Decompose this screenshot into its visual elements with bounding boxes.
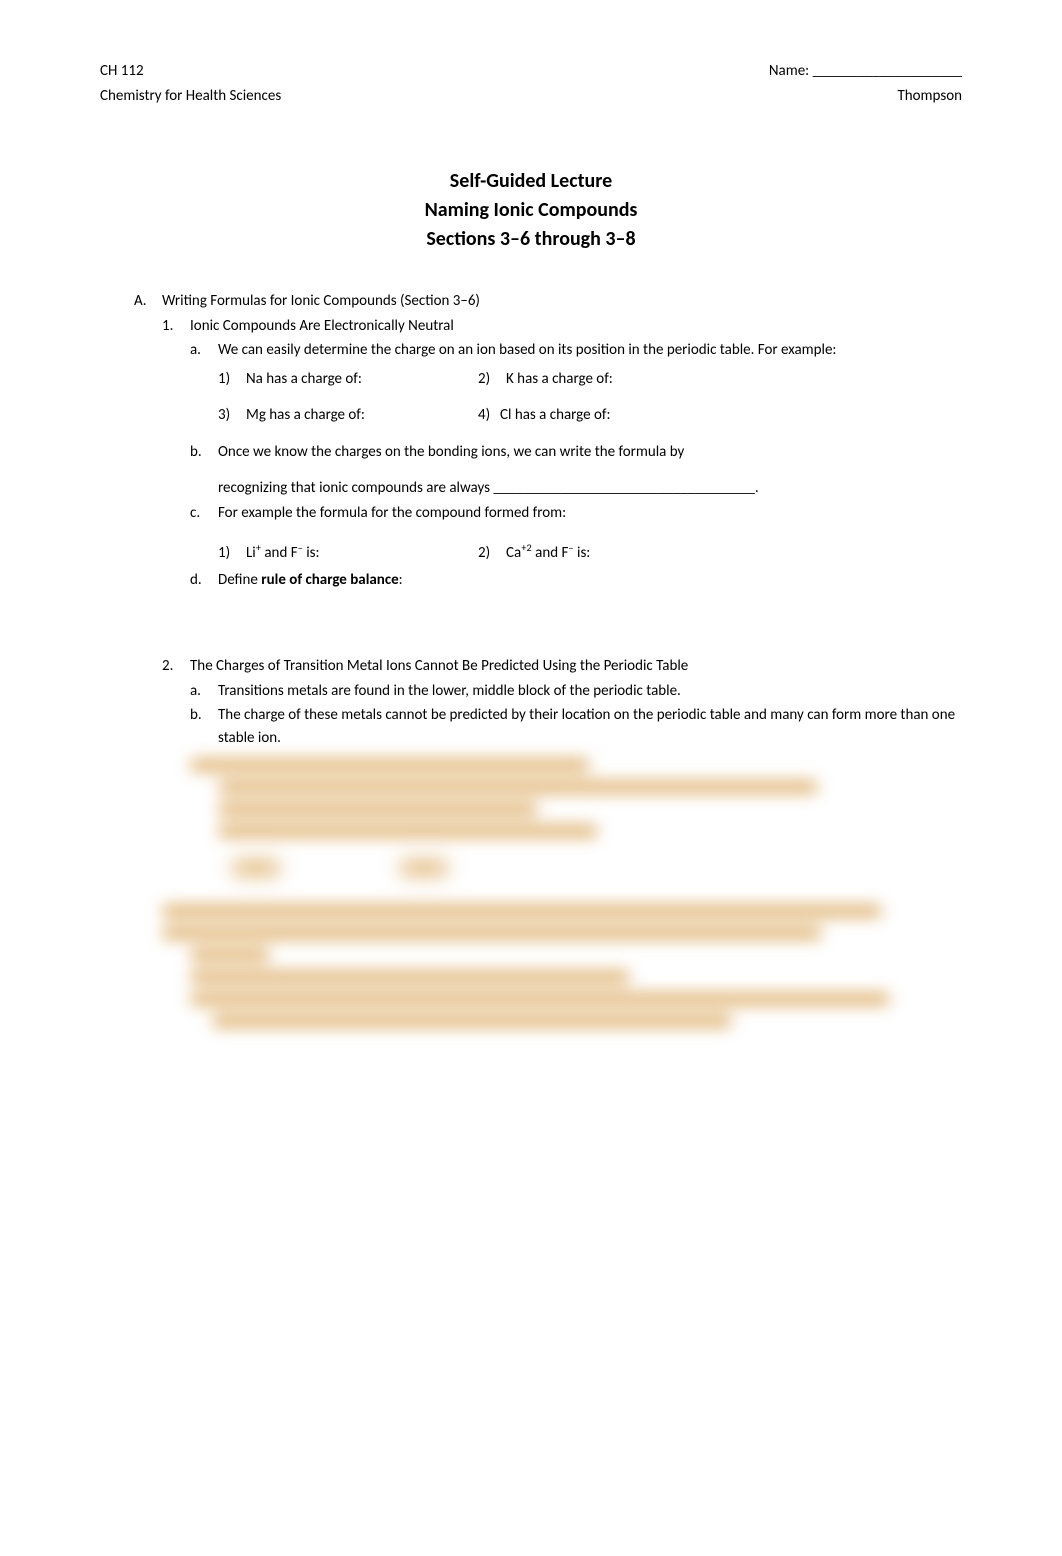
q2-text: K has a charge of: <box>506 368 613 391</box>
item-A1b: b. Once we know the charges on the bondi… <box>190 441 962 500</box>
item-A1b-line2: recognizing that ionic compounds are alw… <box>218 477 962 500</box>
item-A1d-text: Define rule of charge balance: <box>218 569 962 592</box>
marker-2b: b. <box>190 704 218 749</box>
q3-text: Mg has a charge of: <box>246 404 365 427</box>
item-A2: 2. The Charges of Transition Metal Ions … <box>162 655 962 678</box>
row-q1-q2: 1) Na has a charge of: 2) K has a charge… <box>218 368 962 391</box>
c-q2-text: Ca+2 and F– is: <box>506 542 590 565</box>
item-A2-text: The Charges of Transition Metal Ions Can… <box>190 655 688 678</box>
outline: A. Writing Formulas for Ionic Compounds … <box>134 290 962 1027</box>
q1-marker: 1) <box>218 368 246 391</box>
q2-marker: 2) <box>478 368 506 391</box>
title-line-1: Self-Guided Lecture <box>100 167 962 196</box>
item-A1-text: Ionic Compounds Are Electronically Neutr… <box>190 315 454 338</box>
c-q1-text: Li+ and F– is: <box>246 542 320 565</box>
section-A: A. Writing Formulas for Ionic Compounds … <box>134 290 962 313</box>
instructor-name: Thompson <box>897 85 962 108</box>
q1-text: Na has a charge of: <box>246 368 362 391</box>
c-q1-marker: 1) <box>218 542 246 565</box>
course-code: CH 112 <box>100 60 144 83</box>
item-A2a: a. Transitions metals are found in the l… <box>190 680 962 703</box>
item-A1b-line1: Once we know the charges on the bonding … <box>218 441 962 464</box>
q4-text: Cl has a charge of: <box>500 404 610 427</box>
title-line-2: Naming Ionic Compounds <box>100 196 962 225</box>
item-A1a: a. We can easily determine the charge on… <box>190 339 962 362</box>
marker-A: A. <box>134 290 162 313</box>
blurred-content <box>134 759 962 1027</box>
c-q2-marker: 2) <box>478 542 506 565</box>
marker-1: 1. <box>162 315 190 338</box>
item-A1: 1. Ionic Compounds Are Electronically Ne… <box>162 315 962 338</box>
item-A1d: d. Define rule of charge balance: <box>190 569 962 592</box>
marker-b: b. <box>190 441 218 500</box>
page-title: Self-Guided Lecture Naming Ionic Compoun… <box>100 167 962 254</box>
item-A2a-text: Transitions metals are found in the lowe… <box>218 680 962 703</box>
item-A2b-text: The charge of these metals cannot be pre… <box>218 704 962 749</box>
item-A1c: c. For example the formula for the compo… <box>190 502 962 525</box>
marker-d: d. <box>190 569 218 592</box>
row-c1-c2: 1) Li+ and F– is: 2) Ca+2 and F– is: <box>218 542 962 565</box>
q3-marker: 3) <box>218 404 246 427</box>
q4-marker: 4) <box>478 404 500 427</box>
item-A1a-text: We can easily determine the charge on an… <box>218 339 962 362</box>
marker-c: c. <box>190 502 218 525</box>
item-A2b: b. The charge of these metals cannot be … <box>190 704 962 749</box>
course-name: Chemistry for Health Sciences <box>100 85 281 108</box>
marker-2a: a. <box>190 680 218 703</box>
item-A1c-text: For example the formula for the compound… <box>218 502 962 525</box>
row-q3-q4: 3) Mg has a charge of: 4) Cl has a charg… <box>218 404 962 427</box>
section-A-text: Writing Formulas for Ionic Compounds (Se… <box>162 290 480 313</box>
title-line-3: Sections 3–6 through 3–8 <box>100 225 962 254</box>
marker-a: a. <box>190 339 218 362</box>
name-field-label: Name: ____________________ <box>769 60 962 83</box>
marker-2: 2. <box>162 655 190 678</box>
